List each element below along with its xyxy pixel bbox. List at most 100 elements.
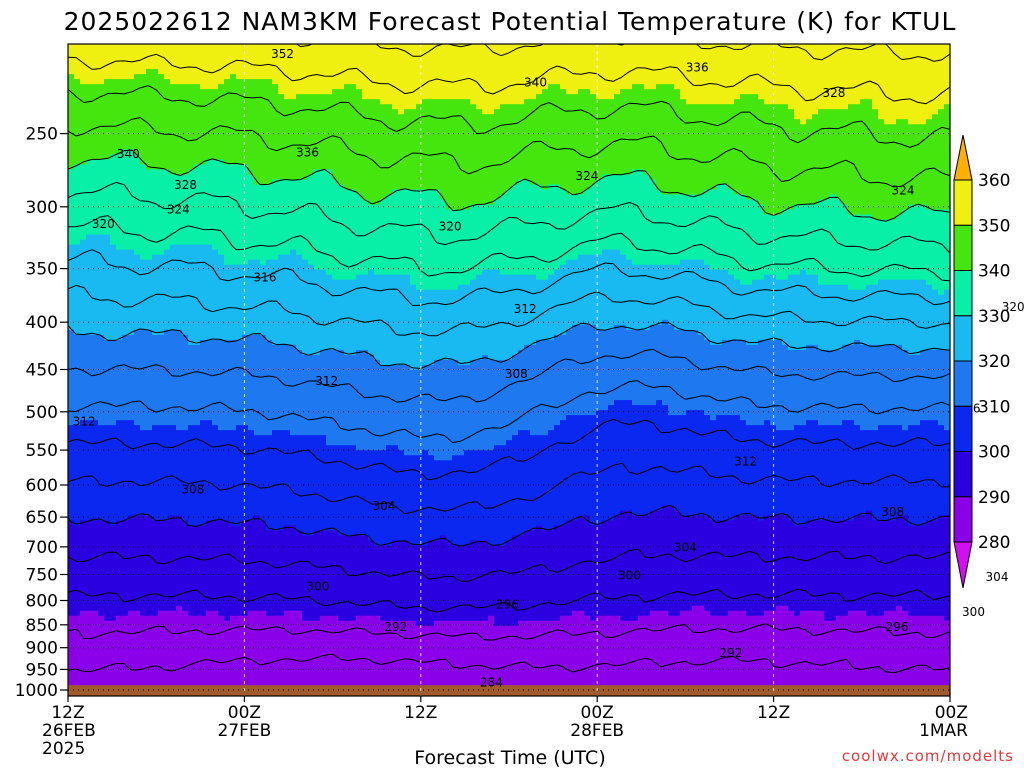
y-tick-label: 450: [26, 361, 58, 381]
isentrope-336: [68, 181, 950, 254]
contour-label: 304: [674, 540, 697, 554]
colorbar-swatch: [953, 224, 973, 272]
contour-label: 304: [986, 570, 1009, 584]
isentrope-312: [68, 380, 950, 444]
isentrope-308: [68, 418, 950, 481]
grid-lines: [67, 44, 951, 696]
colorbar-swatch: [953, 270, 973, 317]
contour-label: 336: [686, 60, 709, 74]
contour-label: 304: [373, 499, 396, 513]
contour-label: 320: [92, 217, 115, 231]
x-tick-label: 00Z: [228, 703, 261, 723]
colorbar-label: 310: [978, 397, 1010, 417]
contour-label: 308: [881, 505, 904, 519]
y-tick-label: 700: [26, 538, 58, 558]
contour-label: 324: [892, 183, 915, 197]
y-tick-label: 750: [26, 566, 58, 586]
isentrope-348: [68, 85, 950, 148]
y-tick-label: 500: [26, 403, 58, 423]
colorbar-swatch: [953, 179, 973, 226]
contour-label: 312: [514, 302, 537, 316]
colorbar-label: 280: [978, 533, 1010, 553]
colorbar-top-arrow: [953, 134, 973, 181]
isentrope-328: [68, 249, 950, 306]
isentrope-316: [68, 348, 950, 403]
colorbar-label: 290: [978, 488, 1010, 508]
contour-label: 296: [886, 620, 909, 634]
x-tick-label: 12Z: [757, 703, 790, 723]
contour-label: 300: [962, 605, 985, 619]
chart-title: 2025022612 NAM3KM Forecast Potential Tem…: [64, 7, 957, 36]
x-tick-label: 00Z: [935, 703, 968, 723]
colorbar-swatch: [953, 451, 973, 498]
isentrope-340: [68, 149, 950, 222]
colorbar-label: 320: [978, 352, 1010, 372]
isentrope-356: [296, 44, 950, 62]
contour-label: 296: [496, 597, 519, 611]
y-tick-label: 300: [26, 198, 58, 218]
y-axis: 250 300 350 400 450 500 550 600 650 700 750 800 850 9…: [15, 125, 68, 701]
contour-label: 324: [167, 202, 190, 216]
x-tick-label: 28FEB: [570, 721, 624, 741]
colorbar-label: 300: [978, 443, 1010, 463]
contour-label: 292: [384, 620, 407, 634]
colorbar-label: 350: [978, 216, 1010, 236]
contour-label: 308: [505, 367, 528, 381]
contour-label: 352: [271, 47, 294, 61]
isentrope-300: [68, 504, 950, 547]
contour-label: 328: [822, 86, 845, 100]
isentrope-304: [68, 462, 950, 515]
colorbar-label: 360: [978, 171, 1010, 191]
y-tick-label: 400: [26, 313, 58, 333]
colorbar-bottom-arrow: [953, 541, 973, 589]
x-tick-label: 1MAR: [919, 721, 968, 741]
x-tick-label: 26FEB: [42, 721, 96, 741]
contour-label: 292: [720, 646, 743, 660]
y-tick-label: 350: [26, 260, 58, 280]
y-tick-label: 1000: [15, 681, 58, 701]
x-tick-label: 12Z: [51, 703, 84, 723]
y-tick-label: 950: [26, 660, 58, 680]
contour-label: 308: [181, 483, 204, 497]
colorbar-swatch: [953, 496, 973, 543]
terrain-band: [68, 685, 950, 696]
contour-label: 320: [1002, 300, 1024, 314]
y-tick-label: 600: [26, 476, 58, 496]
contour-label: 312: [734, 455, 757, 469]
credit-link[interactable]: coolwx.com/modelts: [842, 747, 1014, 765]
x-axis-label: Forecast Time (UTC): [414, 747, 605, 768]
colorbar-label: 330: [978, 307, 1010, 327]
contour-labels: 352 340 336 340 336 328 328 324 320 324 320 324 316 3…: [73, 47, 1024, 690]
contour-label: 312: [73, 414, 96, 428]
colorbar-swatch: [953, 360, 973, 407]
isentrope-296: [68, 548, 950, 582]
y-tick-label: 650: [26, 508, 58, 528]
isentrope-284: [68, 653, 950, 674]
x-tick-label: 12Z: [404, 703, 437, 723]
isentrope-lines: [68, 44, 950, 696]
isentrope-352: [68, 53, 950, 105]
colorbar-label: 340: [978, 262, 1010, 282]
y-tick-label: 850: [26, 616, 58, 636]
contour-label: 300: [306, 580, 329, 594]
contour-label: 328: [174, 178, 197, 192]
y-tick-label: 800: [26, 592, 58, 612]
y-tick-label: 250: [26, 125, 58, 145]
isentrope-292: [68, 588, 950, 613]
colorbar-swatch: [953, 405, 973, 453]
contour-label: 336: [296, 145, 319, 159]
contour-label: 300: [618, 569, 641, 583]
contour-label: 324: [575, 169, 598, 183]
x-tick-label: 2025: [42, 739, 85, 759]
x-tick-label: 00Z: [581, 703, 614, 723]
colorbar: 280 290 300 310 320 330 340 350 360: [953, 134, 1010, 589]
contour-label: 320: [439, 219, 462, 233]
colorbar-swatch: [953, 315, 973, 362]
isentrope-344: [68, 117, 950, 188]
isentrope-288: [68, 623, 950, 641]
contour-label: 312: [315, 374, 338, 388]
contour-label: 340: [117, 147, 140, 161]
x-tick-label: 27FEB: [217, 721, 271, 741]
